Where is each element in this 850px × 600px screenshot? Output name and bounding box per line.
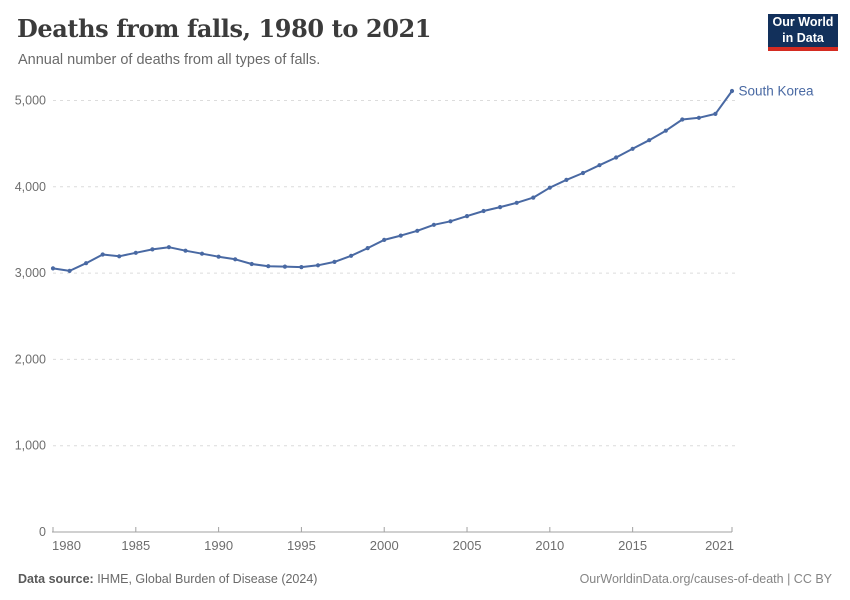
y-tick-label: 4,000: [15, 180, 46, 194]
data-point[interactable]: [365, 246, 370, 251]
data-point[interactable]: [547, 185, 552, 190]
chart-title: Deaths from falls, 1980 to 2021: [17, 14, 432, 43]
data-point[interactable]: [531, 195, 536, 200]
data-point[interactable]: [431, 222, 436, 227]
data-point[interactable]: [216, 254, 221, 259]
data-point[interactable]: [100, 252, 105, 257]
line-chart[interactable]: 0 1,000 2,000 3,000 4,000 5,000 1980 1985 1990 19…: [0, 0, 850, 558]
chart-footer: Data source: IHME, Global Burden of Dise…: [18, 572, 832, 586]
data-point[interactable]: [282, 264, 287, 269]
data-point[interactable]: [514, 200, 519, 205]
data-point[interactable]: [84, 261, 89, 266]
data-point[interactable]: [564, 177, 569, 182]
data-point[interactable]: [50, 266, 56, 271]
data-point[interactable]: [729, 88, 735, 94]
data-point[interactable]: [647, 138, 652, 143]
data-point[interactable]: [233, 257, 238, 262]
x-tick-label: 1990: [204, 538, 233, 553]
data-point[interactable]: [696, 115, 702, 120]
data-point[interactable]: [133, 250, 138, 255]
x-tick-label: 2005: [453, 538, 482, 553]
series-end-label[interactable]: South Korea: [739, 84, 815, 99]
data-point[interactable]: [481, 208, 486, 214]
series-line[interactable]: [52, 90, 733, 272]
x-tick-label: 1985: [121, 538, 150, 553]
owid-logo[interactable]: Our World in Data: [768, 14, 838, 51]
x-tick-label: 2000: [370, 538, 399, 553]
data-point[interactable]: [249, 261, 254, 267]
data-point[interactable]: [464, 214, 470, 219]
data-point[interactable]: [199, 251, 205, 256]
data-source-label: Data source:: [18, 572, 94, 586]
owid-logo-line1: Our World: [772, 14, 834, 29]
data-point[interactable]: [315, 263, 321, 268]
data-point[interactable]: [415, 228, 420, 233]
data-point[interactable]: [349, 253, 354, 258]
data-point[interactable]: [680, 117, 685, 122]
data-point[interactable]: [597, 163, 602, 168]
data-point[interactable]: [67, 268, 72, 273]
owid-logo-line2: in Data: [782, 30, 824, 45]
data-point[interactable]: [166, 245, 171, 250]
data-source: Data source: IHME, Global Burden of Dise…: [18, 572, 317, 586]
data-point[interactable]: [498, 205, 503, 210]
data-point[interactable]: [580, 170, 586, 176]
data-point[interactable]: [382, 237, 387, 242]
x-tick-label: 1995: [287, 538, 316, 553]
y-tick-label: 3,000: [15, 266, 46, 280]
data-point[interactable]: [266, 264, 271, 269]
x-tick-label: 1980: [52, 538, 81, 553]
data-point[interactable]: [332, 259, 337, 264]
data-point[interactable]: [150, 247, 155, 252]
x-tick-label: 2010: [535, 538, 564, 553]
data-point[interactable]: [299, 265, 304, 270]
data-point[interactable]: [713, 111, 718, 116]
credit-link[interactable]: OurWorldinData.org/causes-of-death | CC …: [579, 572, 832, 586]
y-tick-label: 1,000: [15, 439, 46, 453]
chart-subtitle: Annual number of deaths from all types o…: [18, 52, 321, 68]
x-tick-label: 2015: [618, 538, 647, 553]
y-tick-label: 5,000: [15, 94, 46, 108]
data-point[interactable]: [117, 254, 122, 259]
y-tick-label: 0: [39, 525, 46, 539]
y-tick-label: 2,000: [15, 352, 46, 366]
data-point[interactable]: [614, 155, 619, 160]
data-point[interactable]: [183, 248, 188, 253]
data-point[interactable]: [630, 146, 635, 151]
data-source-text: IHME, Global Burden of Disease (2024): [93, 572, 318, 586]
x-tick-label: 2021: [705, 538, 734, 553]
data-point[interactable]: [398, 233, 403, 238]
data-point[interactable]: [663, 128, 668, 133]
data-point[interactable]: [448, 219, 453, 224]
